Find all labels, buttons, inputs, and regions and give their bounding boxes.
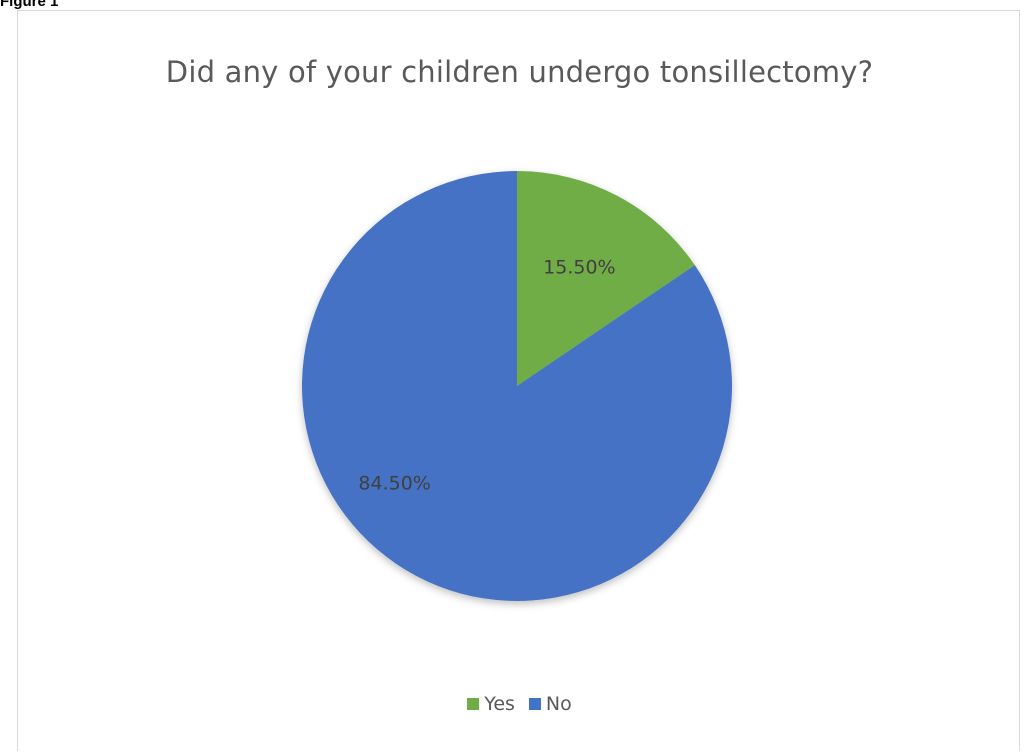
pie-slice-yes <box>517 171 695 386</box>
data-label-yes: 15.50% <box>543 257 615 279</box>
data-label-no: 84.50% <box>358 472 430 494</box>
legend-swatch-yes <box>467 698 480 710</box>
legend-swatch-no <box>528 698 541 710</box>
chart-area: Did any of your children undergo tonsill… <box>17 10 1020 751</box>
legend-label-no: No <box>545 693 572 715</box>
legend-item-yes: Yes <box>467 693 515 715</box>
legend-item-no: No <box>528 693 572 715</box>
legend-label-yes: Yes <box>484 693 515 715</box>
pie-chart: 15.50% 84.50% <box>301 171 732 601</box>
chart-legend: Yes No <box>18 693 1021 715</box>
pie-slice-no <box>301 171 732 601</box>
figure-label: Figure 1 <box>0 0 59 10</box>
chart-title: Did any of your children undergo tonsill… <box>165 55 874 89</box>
